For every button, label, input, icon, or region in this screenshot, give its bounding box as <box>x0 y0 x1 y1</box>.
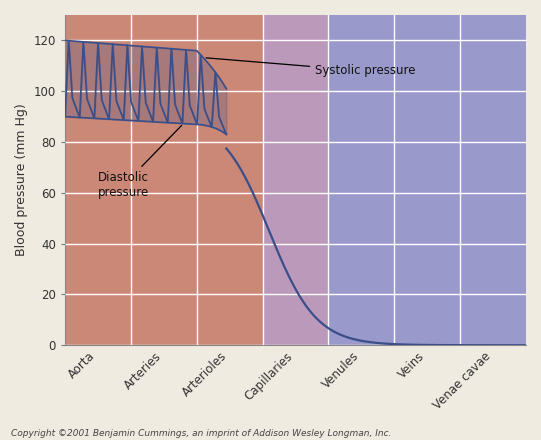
Bar <box>328 15 526 345</box>
Text: Systolic pressure: Systolic pressure <box>206 58 415 77</box>
Bar <box>262 15 328 345</box>
Y-axis label: Blood pressure (mm Hg): Blood pressure (mm Hg) <box>15 104 28 257</box>
Text: Diastolic
pressure: Diastolic pressure <box>98 125 182 199</box>
Bar <box>65 15 262 345</box>
Text: Copyright ©2001 Benjamin Cummings, an imprint of Addison Wesley Longman, Inc.: Copyright ©2001 Benjamin Cummings, an im… <box>11 429 391 438</box>
